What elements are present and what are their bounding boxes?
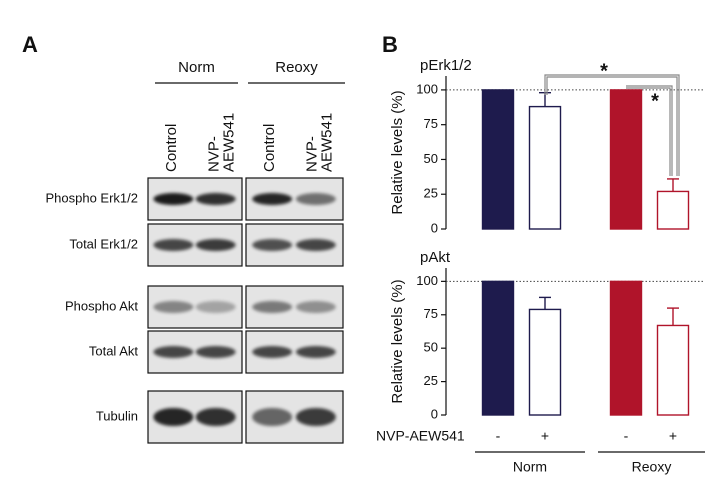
panel-label: A	[22, 32, 38, 57]
y-tick-label: 25	[424, 373, 438, 388]
significance-mark: *	[651, 90, 659, 112]
blot-band	[252, 408, 293, 426]
blot-band	[295, 193, 336, 205]
lane-label: Control	[163, 124, 180, 172]
significance-mark: *	[600, 60, 608, 82]
x-tick-label: +	[541, 428, 549, 444]
blot-band	[153, 239, 194, 251]
row-label: Phospho Erk1/2	[45, 190, 138, 205]
panel-label: B	[382, 32, 398, 57]
y-tick-label: 50	[424, 340, 438, 355]
blot-band	[153, 193, 194, 205]
lane-label: Control	[261, 124, 278, 172]
y-tick-label: 100	[416, 81, 438, 96]
blot-band	[295, 301, 336, 313]
significance-bracket	[544, 74, 680, 176]
bar	[609, 89, 643, 230]
chart-title: pAkt	[420, 249, 451, 266]
x-tick-label: +	[669, 428, 677, 444]
blot-frame	[147, 285, 243, 329]
blot-band	[153, 408, 194, 426]
bar	[528, 308, 562, 416]
x-tick-label: -	[624, 428, 629, 444]
y-axis-label: Relative levels (%)	[389, 279, 406, 403]
blot-band	[195, 301, 236, 313]
treatment-label: NVP-AEW541	[376, 428, 465, 444]
blot-band	[252, 193, 293, 205]
blot-band	[295, 408, 336, 426]
error-bar	[667, 307, 679, 326]
lane-label: AEW541	[318, 113, 335, 172]
blot-band	[252, 301, 293, 313]
lane-label: NVP-	[303, 136, 320, 172]
y-tick-label: 100	[416, 273, 438, 288]
blot-band	[153, 346, 194, 358]
blot-band	[252, 346, 293, 358]
blot-band	[252, 239, 293, 251]
blot-band	[195, 239, 236, 251]
y-tick-label: 75	[424, 116, 438, 131]
group-label: Norm	[513, 459, 547, 475]
y-tick-label: 0	[431, 220, 438, 235]
y-axis-label: Relative levels (%)	[389, 90, 406, 214]
x-tick-label: -	[496, 428, 501, 444]
error-bar	[539, 296, 551, 310]
bar	[481, 280, 515, 416]
bar	[609, 280, 643, 416]
row-label: Phospho Akt	[65, 298, 138, 313]
blot-band	[153, 301, 194, 313]
group-label: Reoxy	[275, 59, 318, 76]
bar	[528, 105, 562, 230]
lane-label: NVP-	[205, 136, 222, 172]
blot-band	[195, 408, 236, 426]
blot-band	[195, 193, 236, 205]
y-tick-label: 25	[424, 186, 438, 201]
bar	[656, 190, 690, 230]
chart-title: pErk1/2	[420, 57, 472, 74]
row-label: Total Akt	[89, 343, 139, 358]
group-label: Reoxy	[632, 459, 672, 475]
group-label: Norm	[178, 59, 215, 76]
significance-bracket	[626, 85, 673, 176]
row-label: Total Erk1/2	[69, 236, 138, 251]
y-tick-label: 50	[424, 151, 438, 166]
blot-band	[295, 239, 336, 251]
y-tick-label: 0	[431, 406, 438, 421]
bar	[656, 324, 690, 416]
lane-label: AEW541	[220, 113, 237, 172]
blot-band	[295, 346, 336, 358]
row-label: Tubulin	[96, 408, 138, 423]
bar	[481, 89, 515, 230]
blot-band	[195, 346, 236, 358]
y-tick-label: 75	[424, 306, 438, 321]
error-bar	[667, 178, 679, 192]
